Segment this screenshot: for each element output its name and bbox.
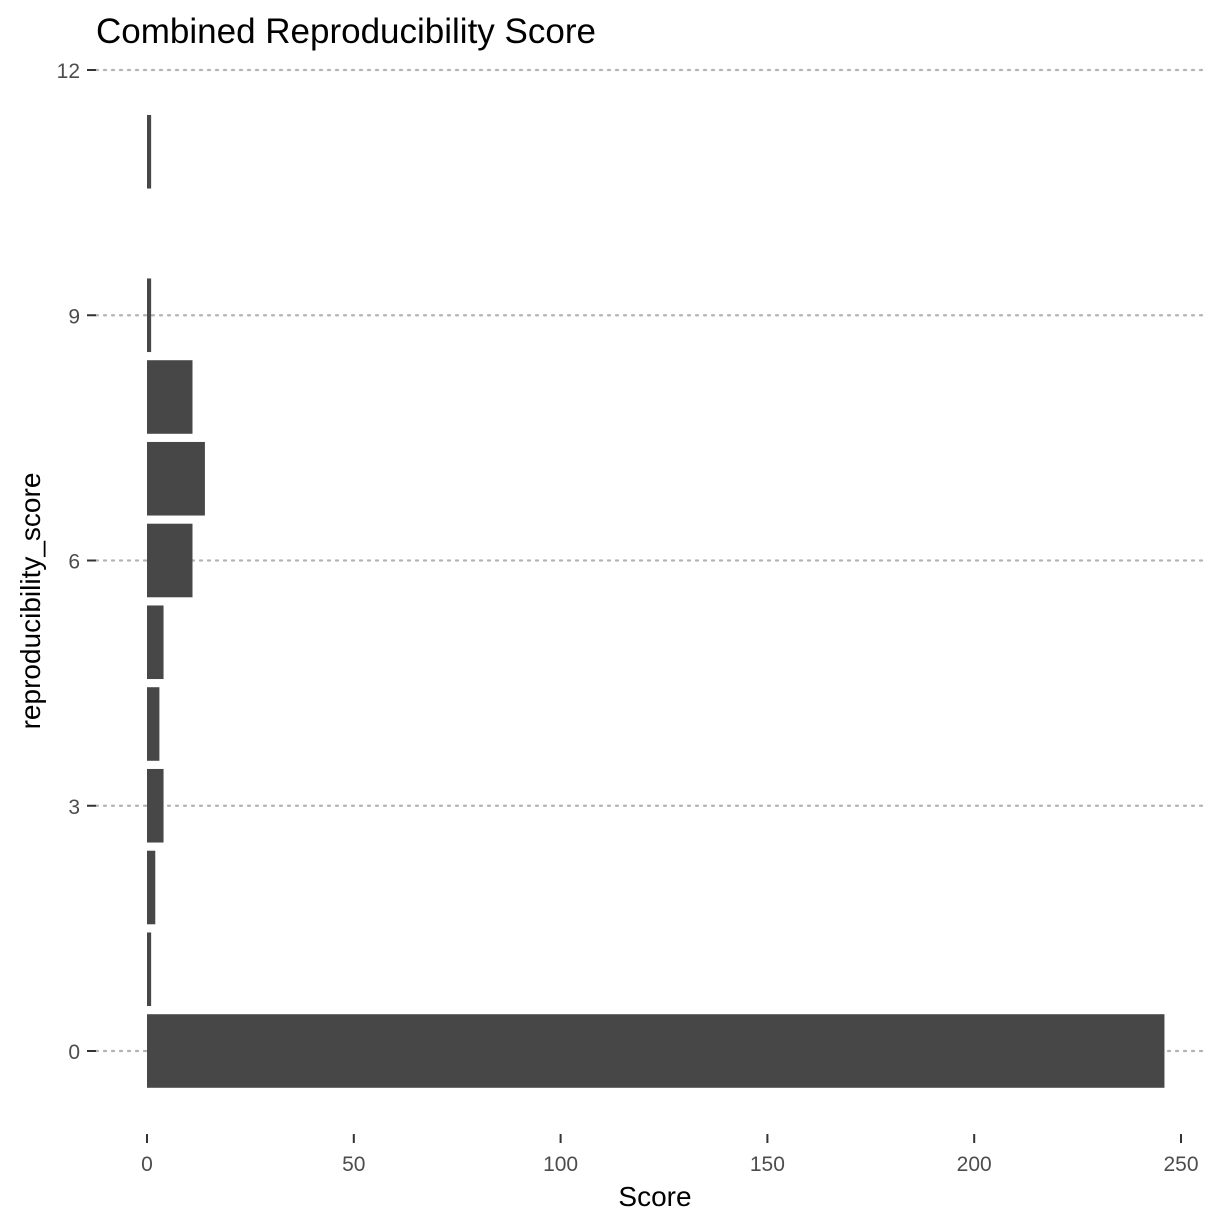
x-tick-label: 200 [957,1153,992,1176]
x-tick-label: 100 [543,1153,578,1176]
bar-score-4 [147,687,160,761]
chart-title: Combined Reproducibility Score [96,12,596,51]
x-axis-ticks: 0 50 100 150 200 250 [141,1134,1199,1176]
x-axis-title: Score [618,1181,691,1212]
bar-score-1 [147,932,152,1007]
bar-score-5 [147,605,164,680]
bar-score-3 [147,768,164,843]
x-tick-label: 150 [750,1153,785,1176]
y-tick-label: 12 [57,60,80,83]
bar-score-7 [147,441,205,516]
bar-score-9 [147,278,152,353]
bar-score-2 [147,850,156,925]
y-tick-label: 0 [68,1041,80,1064]
gridlines [94,68,1210,1053]
bars [147,114,1165,1088]
y-tick-label: 6 [68,551,80,574]
x-tick-label: 50 [342,1153,365,1176]
bar-score-6 [147,523,193,598]
y-axis-ticks: 0 3 6 9 12 [57,60,96,1064]
bar-score-0 [147,1014,1165,1088]
y-tick-label: 3 [68,796,80,819]
x-tick-label: 0 [141,1153,153,1176]
bar-score-8 [147,360,193,434]
y-tick-label: 9 [68,305,80,328]
x-tick-label: 250 [1163,1153,1198,1176]
y-axis-title: reproducibility_score [15,473,46,730]
bar-score-11 [147,114,152,189]
